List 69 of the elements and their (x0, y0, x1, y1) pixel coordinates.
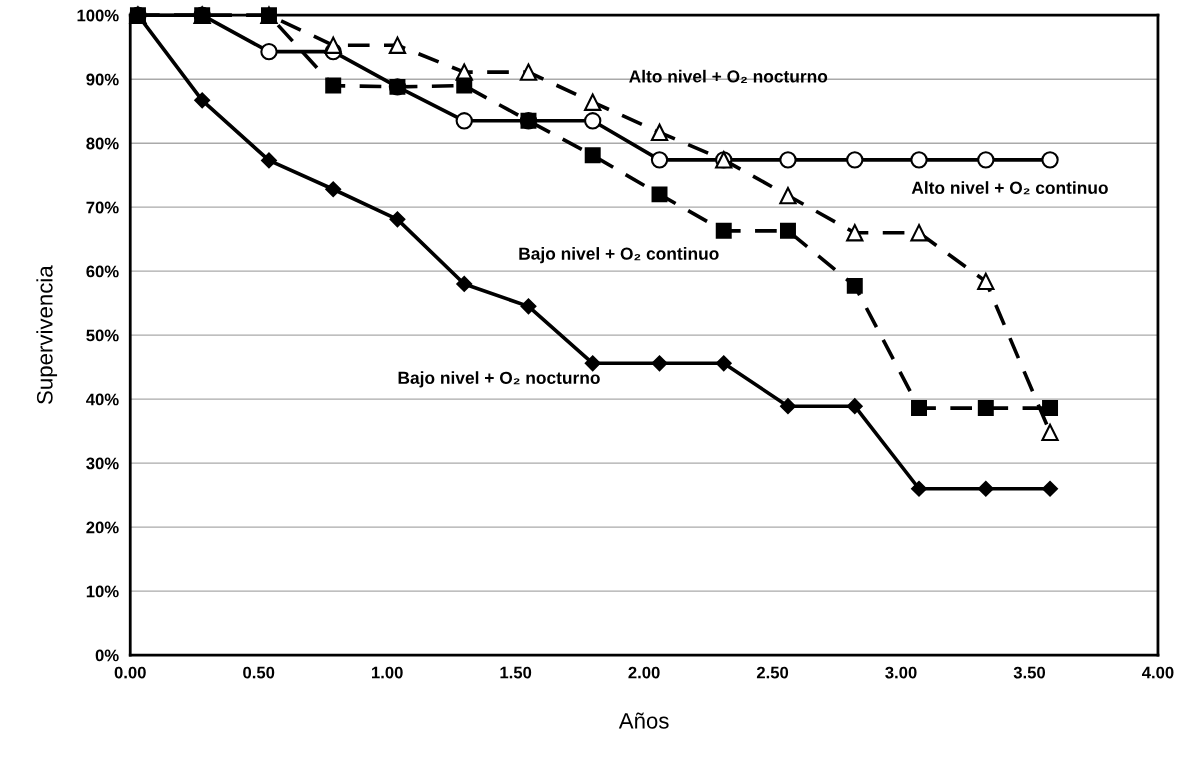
point (977, 480, 994, 497)
y-tick-label: 80% (86, 137, 119, 150)
point (846, 277, 863, 294)
point (584, 93, 602, 111)
point (519, 63, 538, 81)
x-tick-label: 3.50 (1013, 666, 1046, 679)
x-tick-label: 1.50 (500, 666, 532, 679)
point (324, 36, 342, 54)
x-axis-title: Años (618, 712, 669, 729)
point (389, 211, 406, 228)
point (650, 151, 669, 169)
point (1041, 423, 1059, 442)
point (779, 222, 796, 239)
y-tick-label: 50% (86, 329, 119, 342)
x-tick-label: 3.00 (885, 666, 917, 679)
x-tick-label: 2.50 (756, 666, 789, 679)
y-tick-label: 0% (95, 649, 119, 662)
point (1042, 480, 1058, 497)
series-label: Bajo nivel + O₂ continuo (519, 247, 719, 264)
y-axis-title: Supervivencia (36, 265, 58, 404)
point (846, 151, 864, 169)
point (977, 400, 994, 417)
point (584, 355, 601, 372)
point (325, 181, 342, 198)
point (194, 92, 211, 109)
x-tick-label: 0.00 (114, 666, 146, 679)
series-label: Alto nivel + O₂ continuo (911, 181, 1108, 195)
point (325, 77, 342, 94)
point (715, 355, 732, 372)
x-tick-label: 1.00 (372, 666, 403, 679)
point (846, 398, 863, 415)
point (977, 272, 995, 291)
x-tick-label: 0.50 (243, 666, 275, 679)
point (779, 186, 797, 205)
point (779, 151, 797, 169)
point (846, 224, 864, 242)
y-tick-label: 30% (86, 457, 119, 470)
point (651, 355, 668, 372)
point (715, 222, 732, 239)
series-label: Bajo nivel + O₂ nocturno (398, 371, 600, 388)
y-tick-label: 10% (86, 585, 119, 598)
point (520, 298, 537, 315)
point (911, 480, 927, 497)
point (911, 400, 927, 417)
series-label: Alto nivel + O₂ nocturno (629, 69, 828, 83)
point (910, 151, 928, 169)
point (260, 43, 278, 61)
x-tick-label: 4.00 (1141, 666, 1174, 679)
y-tick-label: 90% (86, 73, 119, 86)
point (584, 147, 601, 164)
y-tick-label: 70% (86, 201, 119, 214)
point (1042, 400, 1059, 417)
point (651, 186, 668, 203)
point (456, 77, 473, 94)
point (977, 151, 995, 169)
y-tick-label: 60% (86, 265, 119, 278)
point (650, 123, 669, 141)
point (388, 36, 407, 54)
point (456, 276, 473, 292)
x-tick-label: 2.00 (628, 666, 660, 679)
point (584, 112, 602, 130)
y-tick-label: 100% (77, 9, 119, 22)
y-tick-label: 40% (86, 393, 119, 406)
point (910, 224, 928, 242)
point (455, 112, 473, 130)
point (1041, 151, 1059, 169)
y-tick-label: 20% (86, 521, 119, 534)
point (261, 152, 277, 169)
point (780, 398, 796, 415)
